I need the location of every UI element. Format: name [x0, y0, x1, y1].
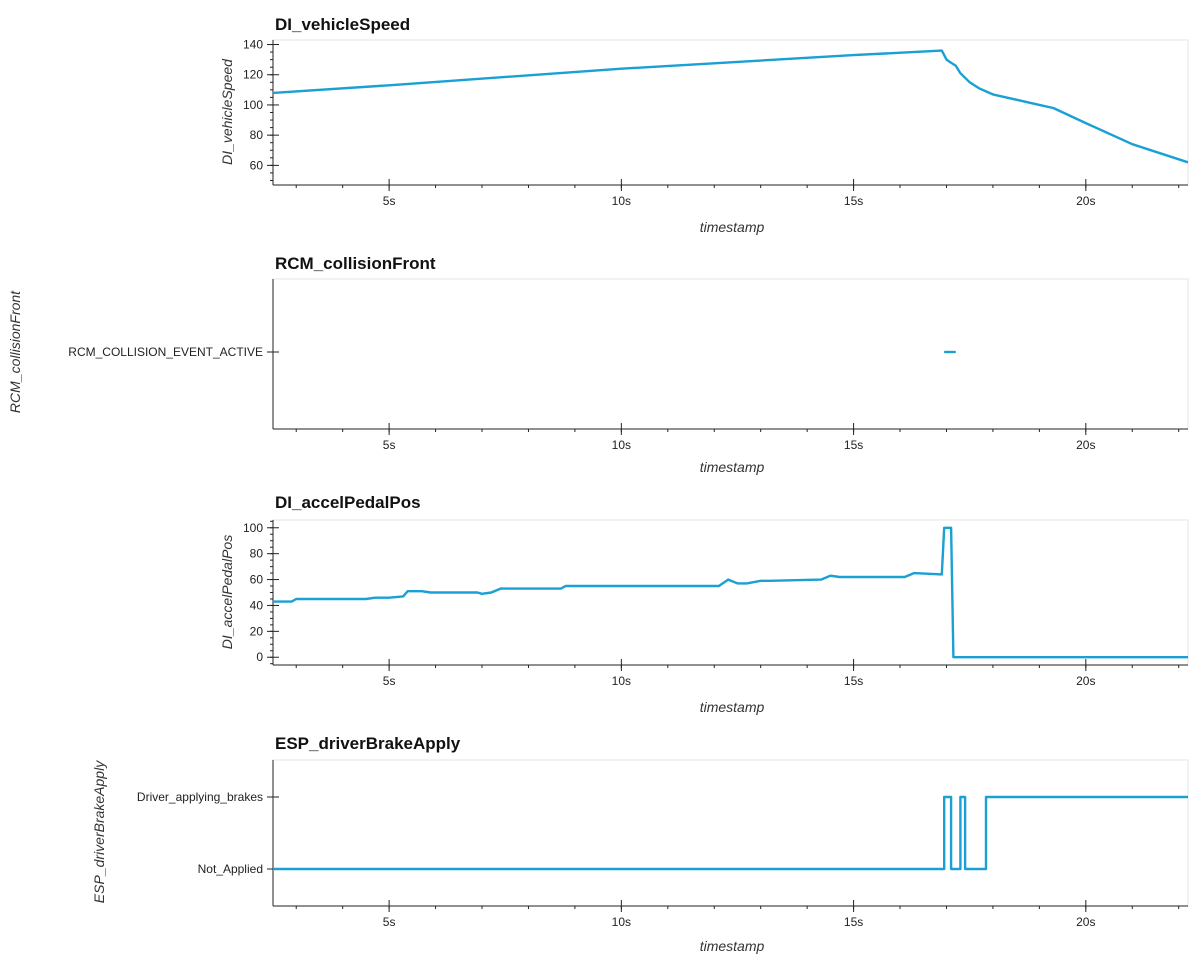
y-tick-label: 100 — [243, 98, 263, 112]
x-tick-label: 20s — [1076, 674, 1095, 688]
chart-title: DI_vehicleSpeed — [275, 15, 410, 34]
x-tick-label: 15s — [844, 915, 863, 929]
x-tick-label: 15s — [844, 438, 863, 452]
panel-accel-pedal-pos: DI_accelPedalPos timestamp DI_accelPedal… — [219, 493, 1189, 715]
y-category-label: RCM_COLLISION_EVENT_ACTIVE — [68, 345, 263, 359]
y-tick-label: 20 — [250, 624, 264, 638]
plot-frame — [272, 519, 1189, 666]
x-tick-label: 20s — [1076, 915, 1095, 929]
y-category-label: Driver_applying_brakes — [137, 790, 263, 804]
x-tick-label: 5s — [383, 438, 396, 452]
series-line — [273, 795, 1188, 871]
series-line — [272, 49, 1189, 164]
y-tick-label: 80 — [250, 128, 264, 142]
panel-driver-brake-apply: ESP_driverBrakeApply timestamp ESP_drive… — [91, 734, 1189, 954]
chart-title: RCM_collisionFront — [275, 254, 436, 273]
plot-frame — [272, 759, 1189, 907]
y-axis-label: DI_accelPedalPos — [219, 535, 235, 649]
y-tick-label: 140 — [243, 38, 263, 52]
plot-frame — [272, 278, 1189, 430]
x-tick-label: 20s — [1076, 194, 1095, 208]
x-tick-label: 10s — [612, 438, 631, 452]
x-tick-label: 10s — [612, 194, 631, 208]
y-tick-label: 40 — [250, 598, 264, 612]
x-tick-label: 5s — [383, 915, 396, 929]
x-tick-label: 10s — [612, 674, 631, 688]
y-axis-label: RCM_collisionFront — [7, 290, 23, 413]
x-tick-label: 10s — [612, 915, 631, 929]
x-axis-label: timestamp — [700, 699, 765, 715]
x-axis-label: timestamp — [700, 938, 765, 954]
x-tick-label: 5s — [383, 674, 396, 688]
chart-title: ESP_driverBrakeApply — [275, 734, 461, 753]
y-axis-label: ESP_driverBrakeApply — [91, 760, 107, 903]
x-axis-label: timestamp — [700, 219, 765, 235]
x-tick-label: 15s — [844, 674, 863, 688]
y-tick-label: 120 — [243, 68, 263, 82]
x-tick-label: 5s — [383, 194, 396, 208]
y-tick-label: 80 — [250, 547, 264, 561]
y-tick-label: 0 — [256, 650, 263, 664]
y-category-label: Not_Applied — [198, 862, 263, 876]
x-tick-label: 20s — [1076, 438, 1095, 452]
y-tick-label: 60 — [250, 573, 264, 587]
y-tick-label: 60 — [250, 158, 264, 172]
y-axis-label: DI_vehicleSpeed — [219, 58, 235, 165]
x-tick-label: 15s — [844, 194, 863, 208]
y-tick-label: 100 — [243, 521, 263, 535]
panel-collision-front: RCM_collisionFront timestamp RCM_collisi… — [7, 254, 1189, 475]
panel-vehicle-speed: DI_vehicleSpeed timestamp DI_vehicleSpee… — [219, 15, 1189, 235]
chart-title: DI_accelPedalPos — [275, 493, 421, 512]
x-axis-label: timestamp — [700, 459, 765, 475]
series-line — [273, 526, 1188, 659]
